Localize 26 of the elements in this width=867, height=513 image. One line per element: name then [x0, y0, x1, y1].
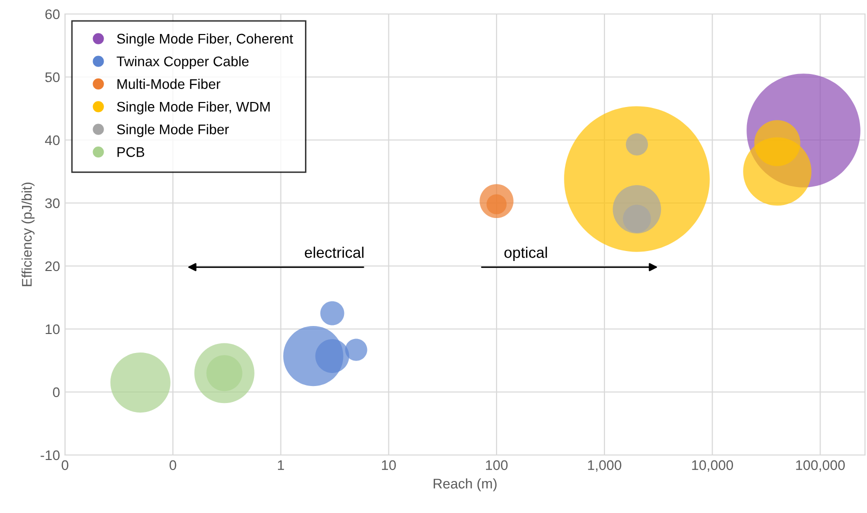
- x-tick-label: 100: [486, 460, 508, 470]
- y-tick-label: 30: [45, 198, 60, 208]
- x-axis-title: Reach (m): [434, 478, 497, 492]
- x-tick-label: 0: [62, 460, 68, 470]
- annotation: optical: [504, 246, 547, 261]
- y-tick-label: 0: [52, 387, 60, 398]
- x-tick-label: 1: [278, 460, 284, 470]
- y-axis-title: Efficiency (pJ/bit): [22, 182, 35, 286]
- legend-label: Twinax Copper Cable: [116, 56, 249, 70]
- y-tick-label: 50: [45, 72, 60, 82]
- legend-label: Single Mode Fiber: [117, 124, 229, 138]
- legend-label: Multi-Mode Fiber: [118, 78, 220, 89]
- x-tick-label: 10: [382, 460, 396, 470]
- legend-label: Single Mode Fiber, WDM: [117, 101, 270, 114]
- x-tick-label: 0: [170, 460, 176, 470]
- y-tick-label: -10: [40, 450, 60, 460]
- y-tick-label: 10: [46, 324, 60, 334]
- legend-label: PCB: [118, 147, 144, 157]
- annotation: electrical: [304, 246, 364, 258]
- y-tick-label: 60: [45, 9, 60, 20]
- y-tick-label: 20: [45, 261, 60, 272]
- y-tick-label: 40: [45, 135, 60, 146]
- x-tick-label: 100,000: [796, 460, 845, 472]
- x-tick-label: 10,000: [692, 460, 734, 472]
- x-tick-label: 1,000: [588, 460, 622, 472]
- legend-label: Single Mode Fiber, Coherent: [117, 33, 294, 46]
